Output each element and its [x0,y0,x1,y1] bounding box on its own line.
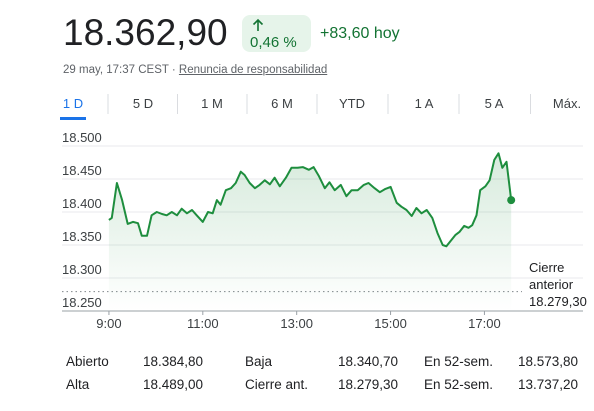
stat-label: Baja [245,354,273,369]
range-tab[interactable]: 1 M [201,96,223,111]
change-pct: 0,46 % [250,34,297,51]
stat-label: En 52-sem. [424,354,494,369]
y-tick-label: 18.500 [62,130,102,145]
stat-value: 13.737,20 [517,377,578,392]
change-abs: +83,60 hoy [320,25,400,42]
arrow-up-icon [252,18,264,31]
x-tick-label: 15:00 [374,316,407,331]
x-tick-label: 11:00 [187,316,219,331]
x-tick-label: 9:00 [96,316,121,331]
last-point [507,196,516,205]
y-tick-label: 18.300 [62,262,102,277]
area-fill [108,153,512,311]
previous-close-label: Cierre [529,260,564,275]
stat-label: Abierto [66,354,109,369]
stat-label: Cierre ant. [245,377,309,392]
stat-label: Alta [66,377,90,392]
x-tick-label: 17:00 [468,316,501,331]
range-tab[interactable]: 5 A [484,96,504,111]
disclaimer-link[interactable]: Renuncia de responsabilidad [178,64,328,76]
y-tick-label: 18.400 [62,196,102,211]
previous-close-label: anterior [529,277,574,292]
x-tick-label: 13:00 [280,316,313,331]
stat-value: 18.573,80 [517,354,578,369]
previous-close-value: 18.279,30 [529,294,587,309]
stat-value: 18.279,30 [337,377,398,392]
price-line [108,152,513,248]
y-tick-label: 18.250 [62,295,102,310]
stat-label: En 52-sem. [424,377,494,392]
tab-indicator [60,117,86,120]
timestamp: 29 may, 17:37 CEST · Renuncia de respons… [63,64,327,76]
price: 18.362,90 [63,12,228,53]
range-tab[interactable]: 1 D [62,96,84,111]
stat-value: 18.384,80 [142,354,203,369]
range-tab[interactable]: 5 D [132,96,154,111]
y-tick-label: 18.450 [62,163,102,178]
y-tick-label: 18.350 [62,229,102,244]
change-badge: 0,46 % [242,15,311,52]
range-tab[interactable]: YTD [339,96,365,111]
stat-value: 18.489,00 [142,377,203,392]
range-tab[interactable]: 6 M [271,96,293,111]
range-tab[interactable]: Máx. [552,96,582,111]
range-tab[interactable]: 1 A [414,96,434,111]
stat-value: 18.340,70 [337,354,398,369]
date: 29 may, 17:37 CEST · [63,64,176,76]
